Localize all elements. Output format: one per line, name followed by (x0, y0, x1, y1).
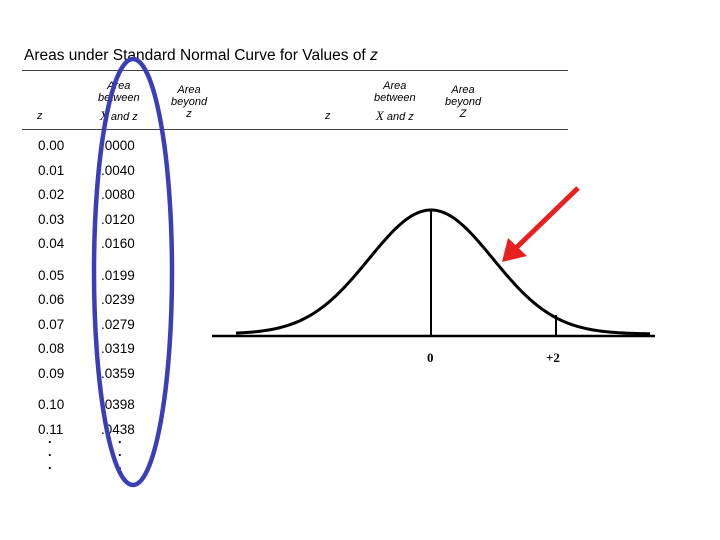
area-between-column: .0000 .0040 .0080 .0120 .0160 .0199 .023… (101, 134, 135, 442)
header-area-beyond-right-line2: beyond (445, 96, 482, 108)
table-row: 0.09 (38, 365, 65, 381)
table-row: .0199 (101, 267, 135, 283)
table-row: 0.08 (38, 341, 65, 356)
table-row: 0.04 (38, 236, 65, 251)
table-row: 0.01 (38, 162, 65, 178)
table-row: .0239 (101, 292, 135, 307)
arrow-shaft (514, 186, 580, 250)
header-area-between-line3: X and z (99, 108, 138, 123)
normal-curve (235, 208, 651, 336)
table-row: 0.02 (38, 187, 65, 202)
table-title: Areas under Standard Normal Curve for Va… (24, 47, 378, 65)
header-area-between-right-line3: X and z (375, 108, 414, 123)
highlight-ellipse (91, 56, 175, 488)
mean-label: 0 (427, 350, 434, 365)
header-z-right: z (325, 110, 331, 122)
table-row: 0.03 (38, 211, 65, 227)
header-area-between-right-line1: Area (383, 80, 407, 92)
table-row: 0.05 (38, 267, 65, 283)
table-row: 0.06 (38, 292, 65, 307)
header-bottom-rule (22, 129, 568, 130)
header-top-rule (22, 70, 568, 71)
plus-two-label: +2 (546, 350, 560, 365)
table-row: .0319 (101, 341, 135, 356)
table-row: 0.11 (38, 421, 64, 437)
table-row: 0.00 (38, 138, 65, 153)
z-continuation-dots: . . . (48, 431, 52, 472)
table-title-text: Areas under Standard Normal Curve for Va… (24, 47, 371, 64)
table-row: .0279 (101, 316, 135, 332)
table-row: .0040 (101, 162, 135, 178)
table-row: .0000 (101, 138, 135, 153)
header-area-beyond-right-line1: Area (451, 84, 475, 96)
z-column: 0.00 0.01 0.02 0.03 0.04 0.05 0.06 0.07 … (38, 134, 64, 442)
table-row: .0359 (101, 365, 135, 381)
header-area-beyond-left: Area beyond z (171, 84, 207, 120)
table-title-variable: z (370, 47, 378, 64)
table-row: 0.10 (38, 397, 65, 412)
header-area-beyond-right-line3: Z (459, 108, 467, 120)
arrow-head-icon (502, 238, 527, 262)
header-z-left: z (37, 110, 43, 122)
table-row: .0120 (101, 211, 135, 227)
table-row: .0080 (101, 187, 135, 202)
header-area-between-right-line2: between (374, 92, 416, 104)
area-continuation-dots: . . . (118, 431, 122, 472)
table-row: 0.07 (38, 316, 65, 332)
header-area-beyond-line2: beyond (171, 96, 208, 108)
header-area-beyond-line1: Area (177, 84, 201, 96)
header-area-between-right: Area between X and z (374, 80, 416, 123)
table-row: .0160 (101, 236, 135, 251)
table-row: .0398 (101, 397, 135, 412)
header-area-beyond-right: Area beyond Z (445, 84, 481, 120)
header-area-beyond-line3: z (186, 108, 192, 120)
